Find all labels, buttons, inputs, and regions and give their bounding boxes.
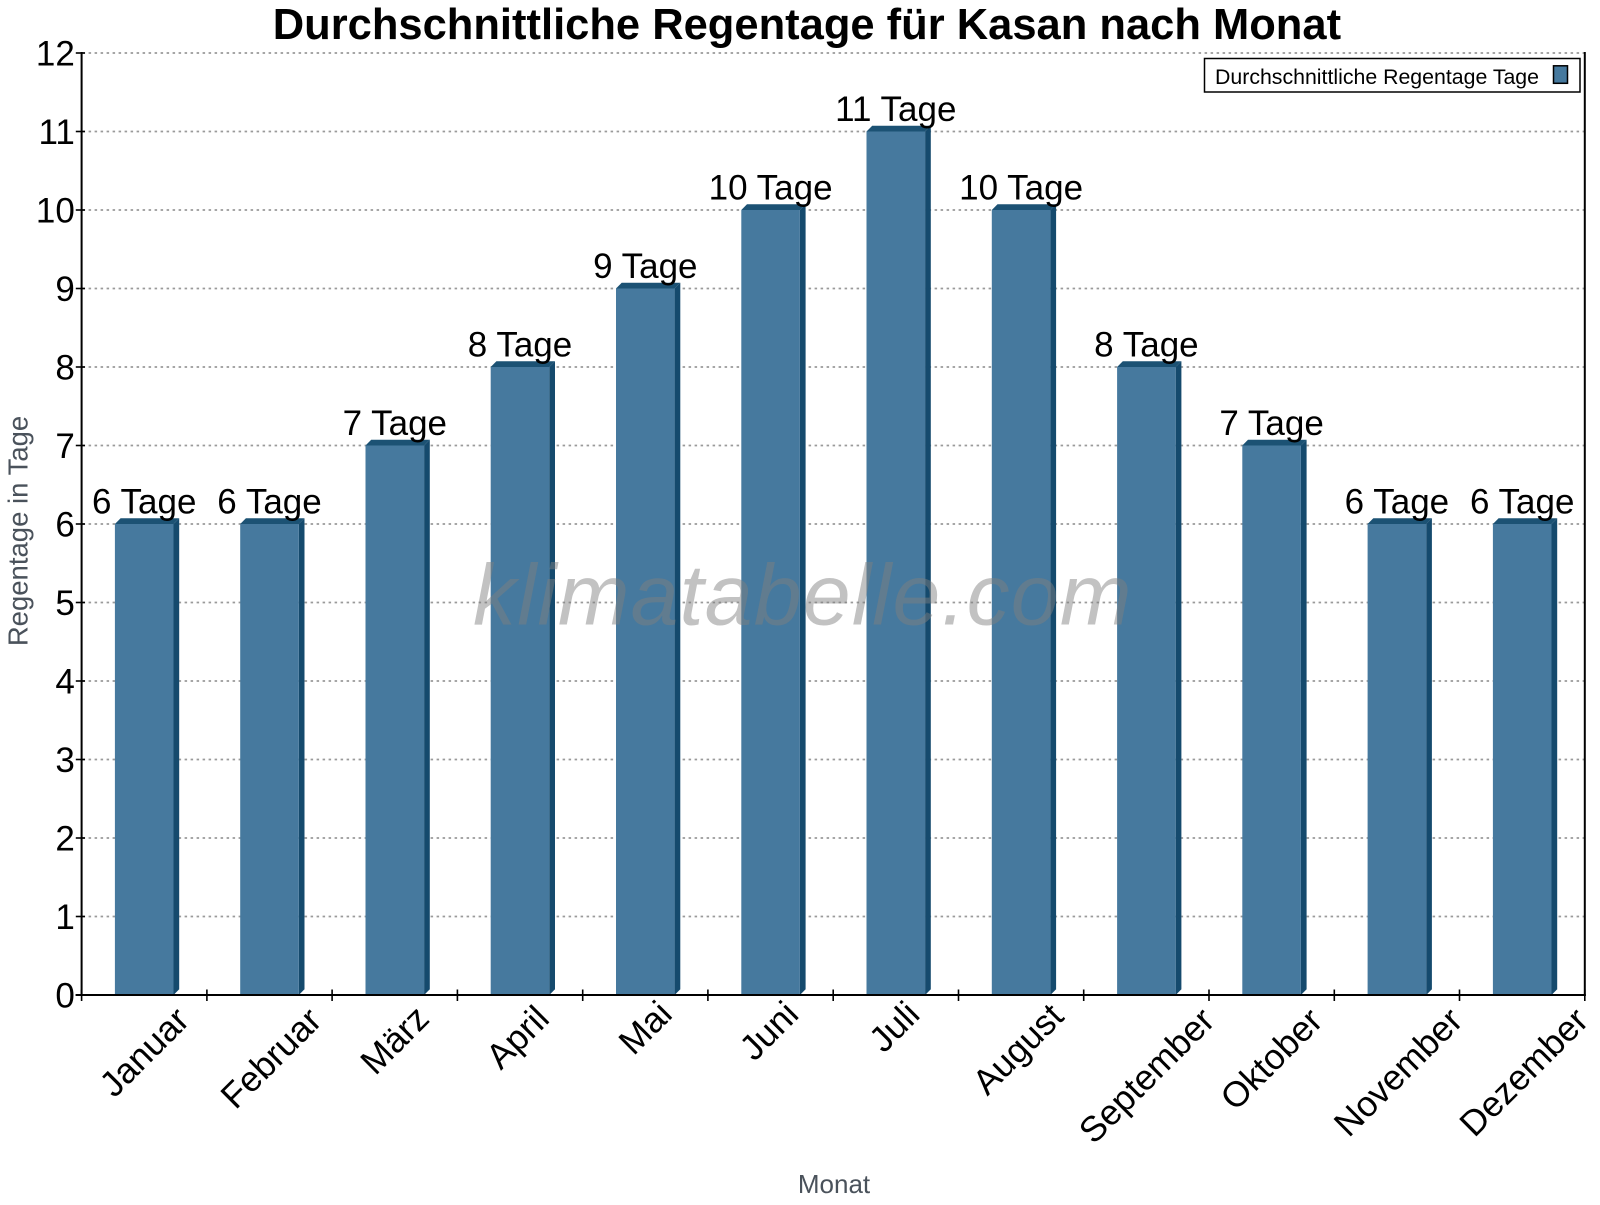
svg-text:6 Tage: 6 Tage bbox=[1345, 483, 1449, 522]
svg-text:4: 4 bbox=[55, 662, 74, 701]
svg-text:0: 0 bbox=[55, 976, 74, 1015]
svg-text:6 Tage: 6 Tage bbox=[1470, 483, 1574, 522]
svg-text:10 Tage: 10 Tage bbox=[709, 169, 833, 208]
svg-text:11: 11 bbox=[38, 113, 74, 152]
svg-text:9: 9 bbox=[55, 270, 74, 309]
svg-text:Monat: Monat bbox=[798, 1169, 871, 1199]
svg-text:5: 5 bbox=[55, 584, 74, 623]
svg-text:10 Tage: 10 Tage bbox=[959, 169, 1083, 208]
svg-text:Durchschnittliche Regentage fü: Durchschnittliche Regentage für Kasan na… bbox=[273, 1, 1341, 49]
svg-text:11 Tage: 11 Tage bbox=[835, 90, 956, 129]
svg-text:Durchschnittliche Regentage Ta: Durchschnittliche Regentage Tage bbox=[1215, 65, 1539, 89]
svg-text:7: 7 bbox=[55, 427, 74, 466]
svg-text:9 Tage: 9 Tage bbox=[593, 247, 697, 286]
svg-text:10: 10 bbox=[36, 191, 75, 230]
svg-text:6 Tage: 6 Tage bbox=[92, 483, 196, 522]
svg-text:2: 2 bbox=[55, 819, 74, 858]
svg-text:8 Tage: 8 Tage bbox=[468, 326, 572, 365]
svg-text:7 Tage: 7 Tage bbox=[1219, 404, 1323, 443]
svg-text:8: 8 bbox=[55, 348, 74, 387]
svg-text:3: 3 bbox=[55, 741, 74, 780]
svg-text:1: 1 bbox=[55, 898, 74, 937]
svg-text:8 Tage: 8 Tage bbox=[1094, 326, 1198, 365]
svg-text:klimatabelle.com: klimatabelle.com bbox=[473, 548, 1133, 644]
svg-text:Regentage in Tage: Regentage in Tage bbox=[2, 416, 33, 646]
svg-text:6: 6 bbox=[55, 505, 74, 544]
svg-text:7 Tage: 7 Tage bbox=[343, 404, 447, 443]
svg-text:6 Tage: 6 Tage bbox=[217, 483, 321, 522]
svg-text:12: 12 bbox=[36, 34, 75, 73]
